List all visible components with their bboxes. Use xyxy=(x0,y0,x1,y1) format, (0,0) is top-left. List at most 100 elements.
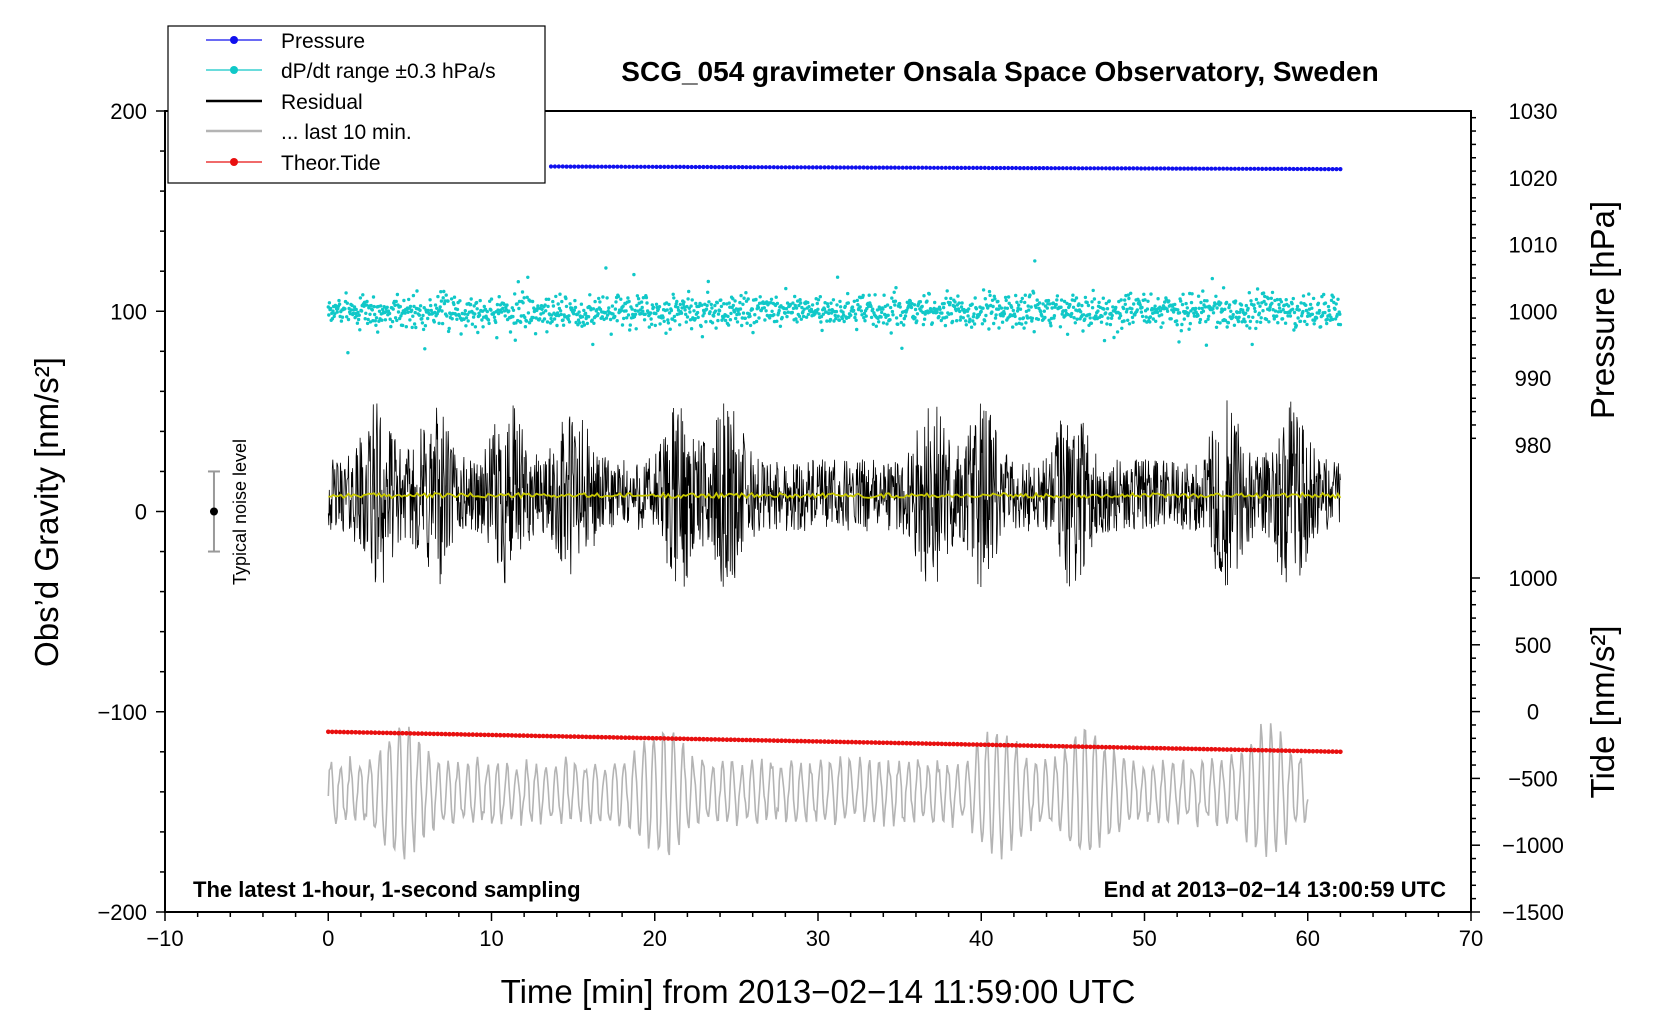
dpdt-point xyxy=(1185,306,1190,310)
dpdt-point xyxy=(1050,306,1054,310)
tide-point xyxy=(705,737,710,742)
dpdt-point xyxy=(564,304,569,309)
dpdt-point xyxy=(371,319,375,323)
tide-point xyxy=(595,734,601,740)
pressure-point xyxy=(1232,166,1237,171)
dpdt-point xyxy=(429,303,433,308)
dpdt-point xyxy=(337,298,341,303)
dpdt-point xyxy=(627,299,631,304)
x-tick-label: 50 xyxy=(1132,926,1156,951)
dpdt-point xyxy=(899,313,903,318)
tide-point xyxy=(1181,746,1187,751)
dpdt-point xyxy=(665,308,669,312)
tide-point xyxy=(681,736,687,742)
dpdt-point xyxy=(551,299,555,304)
tide-point xyxy=(1236,747,1242,753)
tide-point xyxy=(470,732,476,737)
pressure-point xyxy=(638,164,644,169)
legend-marker-dpdt xyxy=(230,66,238,74)
dpdt-point xyxy=(1123,302,1128,306)
dpdt-point xyxy=(958,309,962,314)
dpdt-point xyxy=(357,313,361,317)
pressure-point xyxy=(681,164,687,169)
noise-level-label: Typical noise level xyxy=(230,439,250,585)
dpdt-point xyxy=(339,319,344,323)
y-axis-right-pressure-label: Pressure [hPa] xyxy=(1584,201,1621,419)
dpdt-point xyxy=(1284,298,1288,302)
dpdt-point xyxy=(777,308,781,313)
tide-point xyxy=(1201,746,1206,752)
pressure-point xyxy=(1303,166,1308,172)
tide-point xyxy=(791,738,796,744)
dpdt-point xyxy=(1308,302,1313,307)
dpdt-point xyxy=(1232,323,1237,327)
tide-point xyxy=(494,732,499,738)
tide-point xyxy=(716,737,722,742)
pressure-point xyxy=(787,165,792,170)
tide-point xyxy=(1224,747,1230,752)
tide-point xyxy=(568,734,573,739)
tide-point xyxy=(1029,743,1034,748)
dpdt-point xyxy=(621,304,625,308)
legend-label-last-10-min: ... last 10 min. xyxy=(281,121,412,144)
dpdt-point xyxy=(436,294,440,299)
dpdt-point xyxy=(815,301,819,306)
dpdt-point xyxy=(850,305,855,309)
tide-point xyxy=(802,738,808,744)
data-layer xyxy=(326,164,1343,860)
dpdt-point xyxy=(379,304,383,308)
dpdt-point xyxy=(1215,306,1219,310)
dpdt-point xyxy=(1180,302,1185,307)
dpdt-point xyxy=(366,317,370,322)
dpdt-point xyxy=(1011,308,1015,313)
dpdt-point xyxy=(1267,320,1271,324)
dpdt-point xyxy=(1338,312,1342,316)
dpdt-point xyxy=(809,307,814,312)
dpdt-point xyxy=(365,299,369,304)
pressure-point xyxy=(1334,167,1339,172)
pressure-point xyxy=(627,164,632,169)
y-left-tick-label: 100 xyxy=(110,299,147,324)
dpdt-point xyxy=(423,324,428,328)
dpdt-point xyxy=(900,346,904,350)
tide-point xyxy=(1103,744,1109,750)
dpdt-point xyxy=(455,317,459,321)
dpdt-point xyxy=(1177,340,1181,344)
dpdt-point xyxy=(1111,305,1115,309)
dpdt-point xyxy=(1310,312,1315,316)
dpdt-point xyxy=(588,293,592,297)
pressure-point xyxy=(1338,167,1343,172)
dpdt-point xyxy=(526,275,530,279)
dpdt-point xyxy=(393,316,398,320)
dpdt-point xyxy=(1221,286,1226,290)
pressure-point xyxy=(705,164,710,170)
pressure-point xyxy=(658,164,663,169)
tide-point xyxy=(439,731,444,737)
dpdt-point xyxy=(1325,317,1330,321)
tide-point xyxy=(1115,745,1120,750)
tide-point xyxy=(576,734,581,739)
dpdt-point xyxy=(1230,315,1235,319)
dpdt-point xyxy=(1245,324,1249,328)
dpdt-point xyxy=(1002,312,1007,316)
tide-point xyxy=(1131,745,1136,750)
pressure-point xyxy=(857,165,862,170)
tide-point xyxy=(1291,748,1296,754)
dpdt-point xyxy=(1197,306,1201,310)
pressure-point xyxy=(1174,166,1179,171)
dpdt-point xyxy=(576,318,581,322)
dpdt-point xyxy=(728,318,733,322)
pressure-point xyxy=(990,165,995,171)
dpdt-point xyxy=(949,296,953,301)
dpdt-point xyxy=(555,311,560,315)
tide-point xyxy=(685,736,691,742)
y-tide-tick-label: 500 xyxy=(1515,633,1552,658)
tide-point xyxy=(619,735,624,740)
tide-point xyxy=(1037,743,1042,749)
dpdt-point xyxy=(775,319,779,323)
tide-point xyxy=(1088,744,1093,750)
dpdt-point xyxy=(769,297,774,301)
y-tide-tick-label: −500 xyxy=(1508,766,1558,791)
dpdt-point xyxy=(1097,300,1101,305)
dpdt-point xyxy=(784,286,788,291)
